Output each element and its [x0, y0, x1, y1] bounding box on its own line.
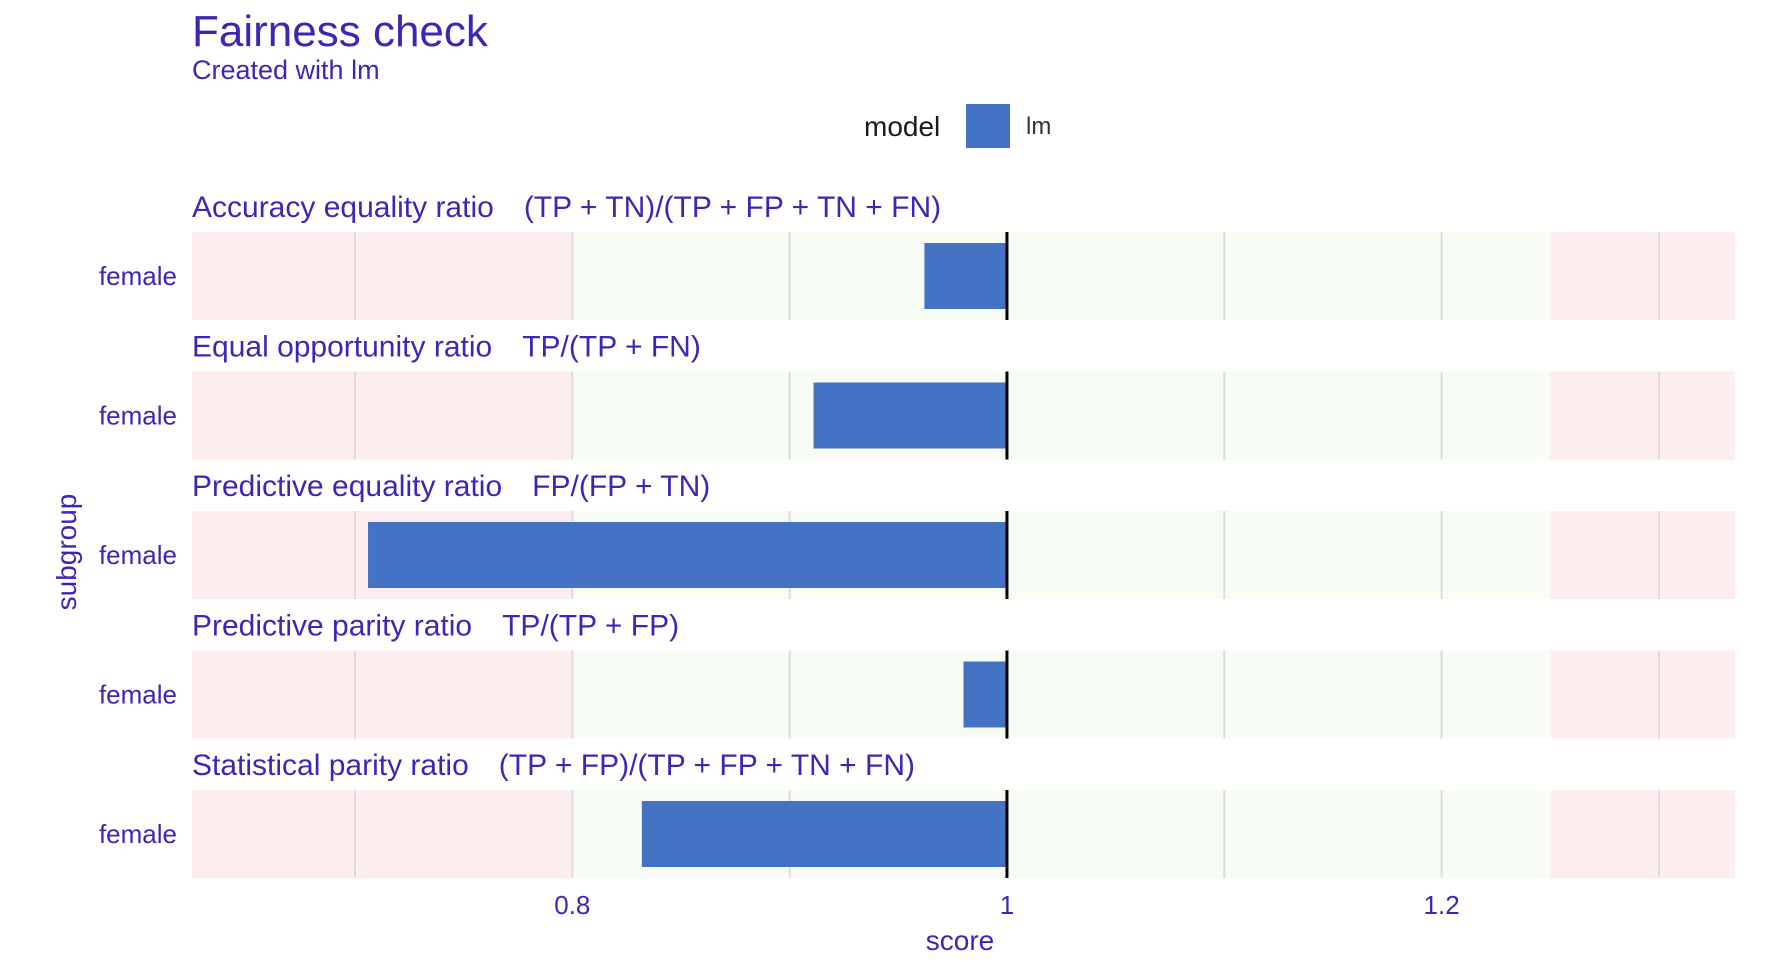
y-axis-title: subgroup: [51, 494, 82, 611]
subgroup-label: female: [99, 401, 177, 431]
bar-female: [641, 801, 1007, 867]
facet-panels: Accuracy equality ratio (TP + TN)/(TP + F…: [99, 191, 1735, 878]
facet-title: Equal opportunity ratio: [192, 331, 492, 364]
subgroup-label: female: [99, 680, 177, 710]
chart-subtitle: Created with lm: [192, 55, 380, 85]
bar-female: [924, 243, 1007, 309]
bad-zone-high: [1550, 232, 1735, 320]
facet-title: Predictive parity ratio: [192, 610, 472, 643]
chart-title: Fairness check: [192, 7, 489, 56]
bar-female: [813, 382, 1007, 449]
x-tick-label: 0.8: [554, 890, 590, 920]
bad-zone-high: [1550, 790, 1735, 878]
bad-zone-low: [192, 371, 573, 460]
bad-zone-low: [192, 790, 573, 878]
facet-formula: TP/(TP + FN): [522, 331, 701, 364]
facet-formula: (TP + TN)/(TP + FP + TN + FN): [524, 191, 941, 224]
bad-zone-low: [192, 232, 573, 320]
ok-zone: [572, 371, 1551, 460]
legend-swatch-lm: [966, 104, 1010, 148]
facet-formula: TP/(TP + FP): [502, 610, 679, 643]
facet-formula: FP/(FP + TN): [532, 470, 710, 503]
facet-title: Accuracy equality ratio: [192, 191, 494, 224]
facet-panel: Statistical parity ratio (TP + FP)/(TP + …: [99, 749, 1735, 878]
bar-female: [963, 661, 1007, 728]
facet-panel: Accuracy equality ratio (TP + TN)/(TP + F…: [99, 191, 1735, 320]
ok-zone: [572, 650, 1551, 739]
ok-zone: [572, 232, 1551, 320]
x-axis: 0.8 1 1.2: [554, 890, 1459, 920]
bad-zone-high: [1550, 511, 1735, 599]
facet-title: Predictive equality ratio: [192, 470, 502, 503]
bar-female: [368, 522, 1007, 588]
bad-zone-high: [1550, 650, 1735, 739]
legend-label-lm: lm: [1026, 113, 1051, 140]
legend: model lm: [864, 104, 1051, 148]
subgroup-label: female: [99, 819, 177, 849]
subgroup-label: female: [99, 261, 177, 291]
x-tick-label: 1.2: [1424, 890, 1460, 920]
facet-panel: Predictive equality ratio FP/(FP + TN) fem…: [99, 470, 1735, 599]
legend-title: model: [864, 111, 940, 142]
bad-zone-low: [192, 650, 573, 739]
facet-title: Statistical parity ratio: [192, 749, 469, 782]
subgroup-label: female: [99, 540, 177, 570]
bad-zone-high: [1550, 371, 1735, 460]
x-tick-label: 1: [1000, 890, 1014, 920]
facet-panel: Predictive parity ratio TP/(TP + FP) femal…: [99, 610, 1735, 739]
facet-panel: Equal opportunity ratio TP/(TP + FN) femal…: [99, 331, 1735, 460]
facet-formula: (TP + FP)/(TP + FP + TN + FN): [499, 749, 915, 782]
x-axis-title: score: [926, 925, 994, 956]
